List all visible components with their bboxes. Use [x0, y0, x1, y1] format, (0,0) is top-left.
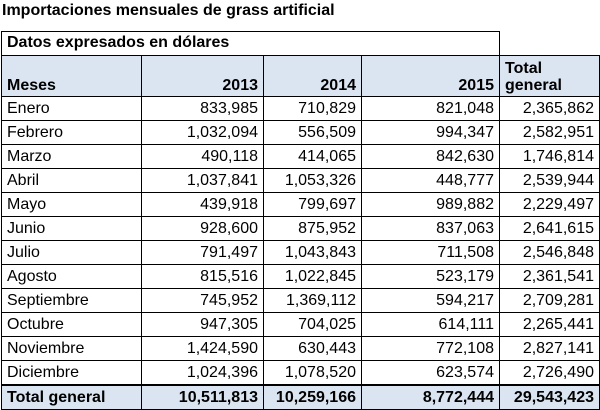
cell-2015: 623,574 — [361, 359, 500, 385]
cell-2014: 1,022,845 — [263, 263, 362, 289]
cell-mes: Noviembre — [1, 335, 142, 361]
cell-2014: 799,697 — [263, 191, 362, 217]
cell-2015: 772,108 — [361, 335, 500, 361]
cell-2013: 490,118 — [141, 143, 264, 169]
total-row: Total general 10,511,813 10,259,166 8,772,4… — [1, 383, 600, 410]
cell-2013: 947,305 — [141, 311, 264, 337]
cell-2014: 414,065 — [263, 143, 362, 169]
cell-total: 2,709,281 — [499, 287, 600, 313]
cell-2013: 1,024,396 — [141, 359, 264, 385]
cell-mes: Febrero — [1, 119, 142, 145]
cell-mes: Junio — [1, 215, 142, 241]
page-title: Importaciones mensuales de grass artific… — [2, 2, 335, 19]
header-2014: 2014 — [263, 54, 362, 97]
header-row: Meses 2013 2014 2015 Total general — [1, 54, 600, 97]
cell-2014: 1,053,326 — [263, 167, 362, 193]
cell-mes: Julio — [1, 239, 142, 265]
cell-2014: 556,509 — [263, 119, 362, 145]
cell-2015: 837,063 — [361, 215, 500, 241]
caption-blank-cell — [499, 31, 600, 55]
table-row: Octubre 947,305 704,025 614,111 2,265,441 — [1, 311, 600, 337]
header-2013: 2013 — [141, 54, 264, 97]
cell-2014: 710,829 — [263, 95, 362, 121]
cell-2013: 815,516 — [141, 263, 264, 289]
cell-2013: 791,497 — [141, 239, 264, 265]
cell-mes: Abril — [1, 167, 142, 193]
cell-total: 2,265,441 — [499, 311, 600, 337]
cell-2014: 704,025 — [263, 311, 362, 337]
cell-2014: 10,259,166 — [263, 383, 362, 410]
cell-2014: 875,952 — [263, 215, 362, 241]
table-row: Enero 833,985 710,829 821,048 2,365,862 — [1, 95, 600, 121]
cell-2013: 1,424,590 — [141, 335, 264, 361]
table-row: Febrero 1,032,094 556,509 994,347 2,582,951 — [1, 119, 600, 145]
cell-2014: 1,043,843 — [263, 239, 362, 265]
cell-mes: Octubre — [1, 311, 142, 337]
cell-2015: 594,217 — [361, 287, 500, 313]
header-meses: Meses — [1, 54, 142, 97]
cell-2013: 1,037,841 — [141, 167, 264, 193]
cell-2013: 10,511,813 — [141, 383, 264, 410]
cell-2015: 989,882 — [361, 191, 500, 217]
table-row: Septiembre 745,952 1,369,112 594,217 2,709,2… — [1, 287, 600, 313]
cell-total: 29,543,423 — [499, 383, 600, 410]
cell-2013: 439,918 — [141, 191, 264, 217]
cell-total: 2,582,951 — [499, 119, 600, 145]
cell-2013: 928,600 — [141, 215, 264, 241]
cell-total: 2,546,848 — [499, 239, 600, 265]
table-row: Mayo 439,918 799,697 989,882 2,229,497 — [1, 191, 600, 217]
cell-total: 2,827,141 — [499, 335, 600, 361]
table-row: Noviembre 1,424,590 630,443 772,108 2,827,14… — [1, 335, 600, 361]
imports-table: Datos expresados en dólares Meses 2013 2… — [1, 31, 600, 410]
cell-total: 2,229,497 — [499, 191, 600, 217]
cell-total: 2,539,944 — [499, 167, 600, 193]
cell-2015: 614,111 — [361, 311, 500, 337]
cell-mes: Total general — [1, 383, 142, 410]
cell-2013: 745,952 — [141, 287, 264, 313]
cell-2015: 842,630 — [361, 143, 500, 169]
cell-2013: 833,985 — [141, 95, 264, 121]
cell-mes: Diciembre — [1, 359, 142, 385]
cell-total: 2,641,615 — [499, 215, 600, 241]
table-row: Abril 1,037,841 1,053,326 448,777 2,539,944 — [1, 167, 600, 193]
cell-mes: Septiembre — [1, 287, 142, 313]
cell-mes: Enero — [1, 95, 142, 121]
table-row: Junio 928,600 875,952 837,063 2,641,615 — [1, 215, 600, 241]
table-row: Diciembre 1,024,396 1,078,520 623,574 2,726,… — [1, 359, 600, 385]
cell-2015: 523,179 — [361, 263, 500, 289]
caption-row: Datos expresados en dólares — [1, 31, 600, 56]
cell-total: 2,365,862 — [499, 95, 600, 121]
header-total-general: Total general — [499, 54, 600, 97]
cell-mes: Marzo — [1, 143, 142, 169]
table-row: Agosto 815,516 1,022,845 523,179 2,361,541 — [1, 263, 600, 289]
cell-2015: 8,772,444 — [361, 383, 500, 410]
table-row: Marzo 490,118 414,065 842,630 1,746,814 — [1, 143, 600, 169]
cell-2015: 821,048 — [361, 95, 500, 121]
cell-total: 2,361,541 — [499, 263, 600, 289]
cell-mes: Mayo — [1, 191, 142, 217]
cell-2015: 994,347 — [361, 119, 500, 145]
cell-total: 2,726,490 — [499, 359, 600, 385]
cell-2014: 630,443 — [263, 335, 362, 361]
cell-2014: 1,078,520 — [263, 359, 362, 385]
table-caption: Datos expresados en dólares — [1, 31, 500, 56]
cell-2015: 448,777 — [361, 167, 500, 193]
cell-2013: 1,032,094 — [141, 119, 264, 145]
cell-total: 1,746,814 — [499, 143, 600, 169]
header-2015: 2015 — [361, 54, 500, 97]
cell-mes: Agosto — [1, 263, 142, 289]
cell-2014: 1,369,112 — [263, 287, 362, 313]
cell-2015: 711,508 — [361, 239, 500, 265]
table-row: Julio 791,497 1,043,843 711,508 2,546,848 — [1, 239, 600, 265]
